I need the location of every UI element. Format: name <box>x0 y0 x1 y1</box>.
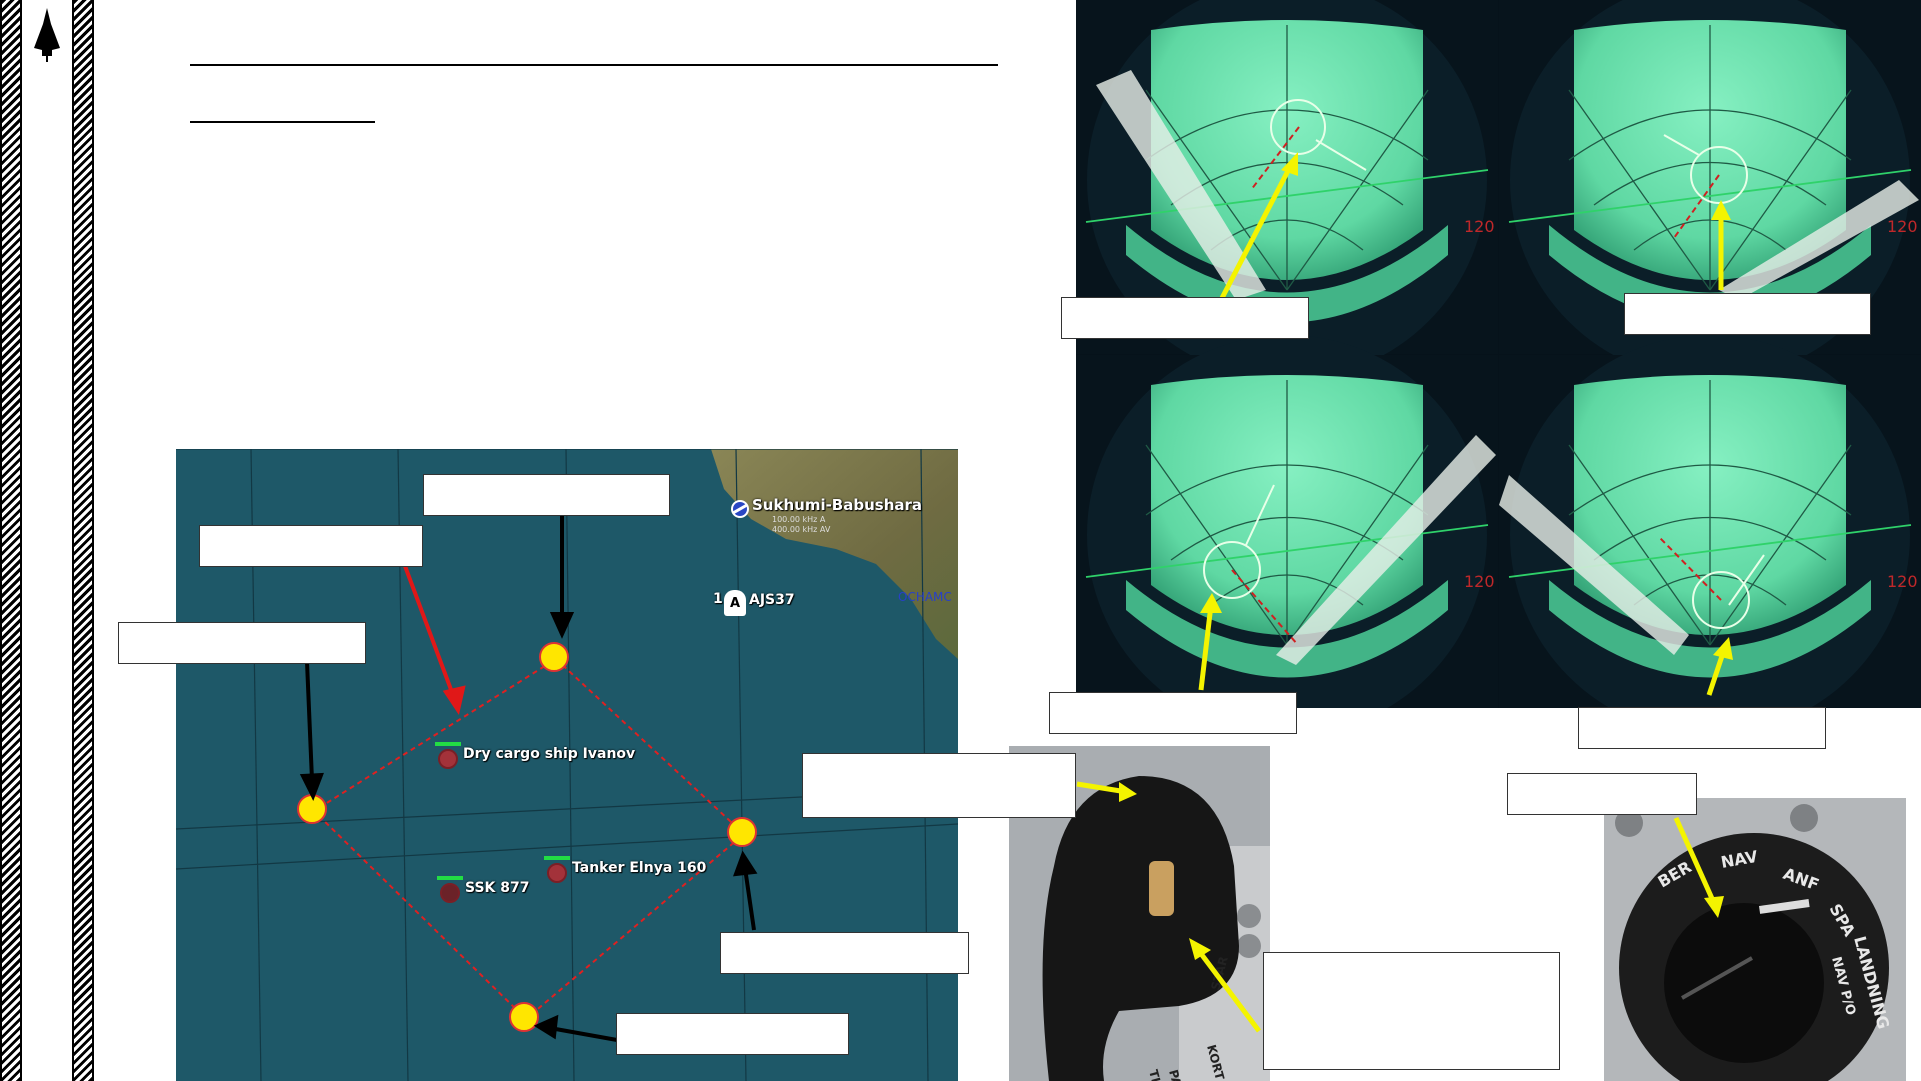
callout-stick-upper <box>802 753 1076 818</box>
dial-label: BER <box>1655 857 1695 891</box>
dial-label: NAV <box>1719 847 1759 872</box>
ship-label: SSK 877 <box>465 880 530 896</box>
aircraft-number: 1 <box>713 591 723 607</box>
radar-scope-3 <box>1076 334 1499 708</box>
subtitle-underline <box>190 121 375 123</box>
callout-map-left <box>118 622 366 664</box>
dial-label: ANF <box>1781 864 1822 894</box>
ship-label: Dry cargo ship Ivanov <box>463 746 636 762</box>
radar-scope-grid: 120 <box>1076 0 1921 708</box>
ship-health-bar <box>435 742 461 746</box>
callout-radar-1 <box>1061 297 1309 339</box>
left-hatch-strip-outer <box>0 0 22 1081</box>
airfield-freq-1: 100.00 kHz A <box>772 515 826 524</box>
dial-label: SPA <box>1826 901 1860 941</box>
callout-map-top <box>423 474 670 516</box>
aircraft-marker-letter: A <box>729 596 741 611</box>
radar-scope-4 <box>1498 334 1921 708</box>
submarine-icon <box>440 883 460 903</box>
airfield-icon <box>731 500 749 518</box>
title-underline <box>190 64 998 66</box>
waypoint-east[interactable] <box>727 817 757 847</box>
ship-icon <box>547 863 567 883</box>
callout-stick-lower <box>1263 952 1560 1070</box>
dial-label: NAV P/O <box>1828 955 1858 1017</box>
stick-label: TILL <box>1146 1068 1167 1081</box>
callout-map-left-upper <box>199 525 423 567</box>
ship-icon <box>438 749 458 769</box>
ship-label: Tanker Elnya 160 <box>572 860 707 876</box>
radar-scope-1 <box>1076 0 1499 381</box>
radar-scope-2 <box>1498 0 1921 381</box>
callout-radar-4 <box>1578 707 1826 749</box>
stick-label: PASSIV SPAN <box>1166 1068 1202 1081</box>
mode-selector-drawing: BER NAV ANF SPA LANDNING NAV P/O <box>1604 798 1906 1081</box>
stick-label: KORT <box>1204 1043 1227 1081</box>
waypoint-west[interactable] <box>297 794 327 824</box>
waypoint-south[interactable] <box>509 1002 539 1032</box>
waypoint-north[interactable] <box>539 642 569 672</box>
stick-label: STAR <box>1208 955 1230 992</box>
callout-radar-3 <box>1049 692 1297 734</box>
ship-health-bar <box>437 876 463 880</box>
dial-label: LANDNING <box>1850 934 1893 1031</box>
callout-radar-2 <box>1624 293 1871 335</box>
aircraft-silhouette-icon <box>34 8 60 62</box>
ship-health-bar <box>544 856 570 860</box>
callout-map-right <box>720 932 969 974</box>
airfield-freq-2: 400.00 kHz AV <box>772 525 831 534</box>
left-hatch-strip-inner <box>72 0 94 1081</box>
callout-dial <box>1507 773 1697 815</box>
aircraft-label: AJS37 <box>749 592 795 608</box>
airfield-label: Sukhumi-Babushara <box>752 496 923 514</box>
callout-map-bottom <box>616 1013 849 1055</box>
mode-selector-photo: BER NAV ANF SPA LANDNING NAV P/O <box>1604 798 1906 1081</box>
aircraft-marker-icon: A <box>724 590 746 616</box>
coast-label: OCHAMC <box>898 590 952 604</box>
